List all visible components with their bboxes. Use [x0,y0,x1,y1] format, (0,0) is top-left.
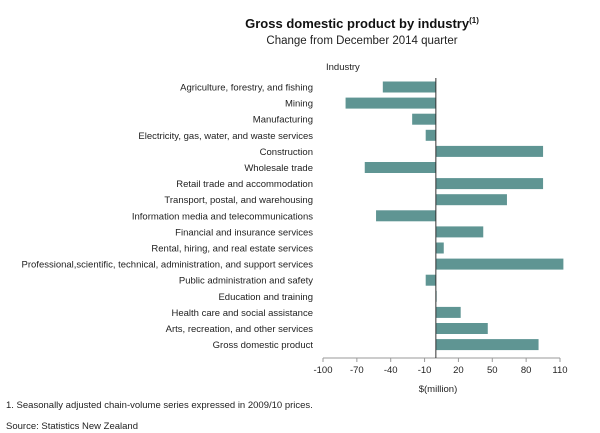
category-label: Retail trade and accommodation [176,179,313,190]
category-label: Agriculture, forestry, and fishing [180,83,313,94]
bar [435,323,488,334]
bar [435,226,484,238]
bar [425,274,436,286]
category-label: Gross domestic product [213,340,314,351]
bar [412,113,436,125]
bar [435,145,544,157]
x-tick-label: -10 [418,365,432,376]
category-header: Industry [326,62,360,73]
category-label: Wholesale trade [244,163,313,174]
category-label: Arts, recreation, and other services [166,324,314,335]
bar [435,178,544,190]
category-label: Transport, postal, and warehousing [164,195,313,206]
category-label: Construction [260,147,313,158]
bar-group [345,81,564,351]
source-note: Source: Statistics New Zealand [6,421,138,432]
category-label: Information media and telecommunications [132,211,313,222]
category-label: Electricity, gas, water, and waste servi… [138,131,313,142]
bar [435,306,461,318]
x-tick-label: 110 [552,365,567,376]
title-superscript: (1) [469,16,479,25]
category-label: Professional,scientific, technical, admi… [22,260,314,271]
bar [345,97,436,109]
x-axis-label: $(million) [419,384,458,395]
bar [435,242,444,254]
bar [435,258,564,270]
x-tick-label: 50 [487,365,498,376]
chart-title: Gross domestic product by industry(1) [245,16,479,31]
chart-subtitle: Change from December 2014 quarter [266,35,457,47]
x-tick-label: -70 [350,365,364,376]
category-label: Financial and insurance services [175,227,313,238]
category-label: Mining [285,99,313,110]
bar [435,194,507,206]
x-tick-group: -100 -70 -40 -10 20 50 80 110 [313,358,568,376]
category-label-group: Agriculture, forestry, and fishing Mining… [22,83,314,352]
bar [376,210,436,222]
category-label: Education and training [218,292,313,303]
bar [435,339,539,351]
category-label: Manufacturing [253,115,313,126]
bar [425,129,436,141]
x-tick-label: 20 [453,365,464,376]
footnote: 1. Seasonally adjusted chain-volume seri… [6,400,313,411]
bar [382,81,436,93]
bar [364,162,436,173]
category-label: Public administration and safety [179,276,313,287]
category-label: Rental, hiring, and real estate services [151,244,313,255]
category-label: Health care and social assistance [171,308,313,319]
x-tick-label: 80 [521,365,532,376]
x-tick-label: -40 [384,365,398,376]
x-tick-label: -100 [313,365,332,376]
